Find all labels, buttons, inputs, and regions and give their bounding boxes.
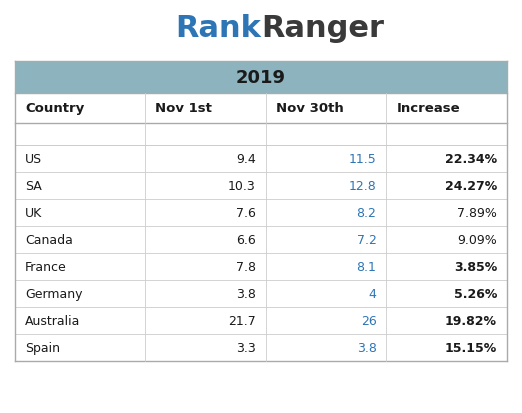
Text: 7.89%: 7.89% — [457, 206, 497, 219]
Text: Increase: Increase — [397, 102, 460, 115]
Text: 9.4: 9.4 — [236, 153, 256, 166]
Text: 3.8: 3.8 — [357, 341, 376, 354]
Text: Canada: Canada — [25, 233, 73, 247]
Bar — [15, 124, 507, 146]
Text: 15.15%: 15.15% — [445, 341, 497, 354]
Text: Nov 1st: Nov 1st — [156, 102, 212, 115]
Bar — [15, 199, 507, 226]
Bar — [15, 280, 507, 307]
Bar — [15, 254, 507, 280]
Text: US: US — [25, 153, 42, 166]
Text: 19.82%: 19.82% — [445, 314, 497, 327]
Text: SA: SA — [25, 180, 42, 192]
Bar — [15, 307, 507, 334]
Text: Spain: Spain — [25, 341, 60, 354]
Text: 12.8: 12.8 — [349, 180, 376, 192]
Text: Australia: Australia — [25, 314, 80, 327]
Text: 8.1: 8.1 — [357, 260, 376, 273]
Text: Germany: Germany — [25, 287, 82, 300]
Text: 4: 4 — [369, 287, 376, 300]
Text: 3.85%: 3.85% — [454, 260, 497, 273]
Text: 21.7: 21.7 — [228, 314, 256, 327]
Text: 2019: 2019 — [236, 69, 286, 87]
Text: 8.2: 8.2 — [357, 206, 376, 219]
Text: Rank: Rank — [175, 14, 261, 43]
Text: 5.26%: 5.26% — [454, 287, 497, 300]
Text: 3.3: 3.3 — [236, 341, 256, 354]
Bar — [15, 94, 507, 124]
Text: 7.8: 7.8 — [236, 260, 256, 273]
Text: 11.5: 11.5 — [349, 153, 376, 166]
Text: France: France — [25, 260, 67, 273]
Text: 10.3: 10.3 — [228, 180, 256, 192]
Text: 3.8: 3.8 — [236, 287, 256, 300]
Text: 7.2: 7.2 — [357, 233, 376, 247]
Text: Country: Country — [25, 102, 84, 115]
Text: 22.34%: 22.34% — [445, 153, 497, 166]
Bar — [15, 334, 507, 361]
Bar — [15, 226, 507, 254]
Text: 7.6: 7.6 — [236, 206, 256, 219]
Text: Ranger: Ranger — [261, 14, 384, 43]
Text: 9.09%: 9.09% — [457, 233, 497, 247]
Text: 6.6: 6.6 — [236, 233, 256, 247]
Text: UK: UK — [25, 206, 42, 219]
Bar — [15, 173, 507, 199]
Text: 26: 26 — [361, 314, 376, 327]
Bar — [15, 146, 507, 173]
Text: 24.27%: 24.27% — [445, 180, 497, 192]
Text: Nov 30th: Nov 30th — [276, 102, 343, 115]
Bar — [15, 62, 507, 94]
